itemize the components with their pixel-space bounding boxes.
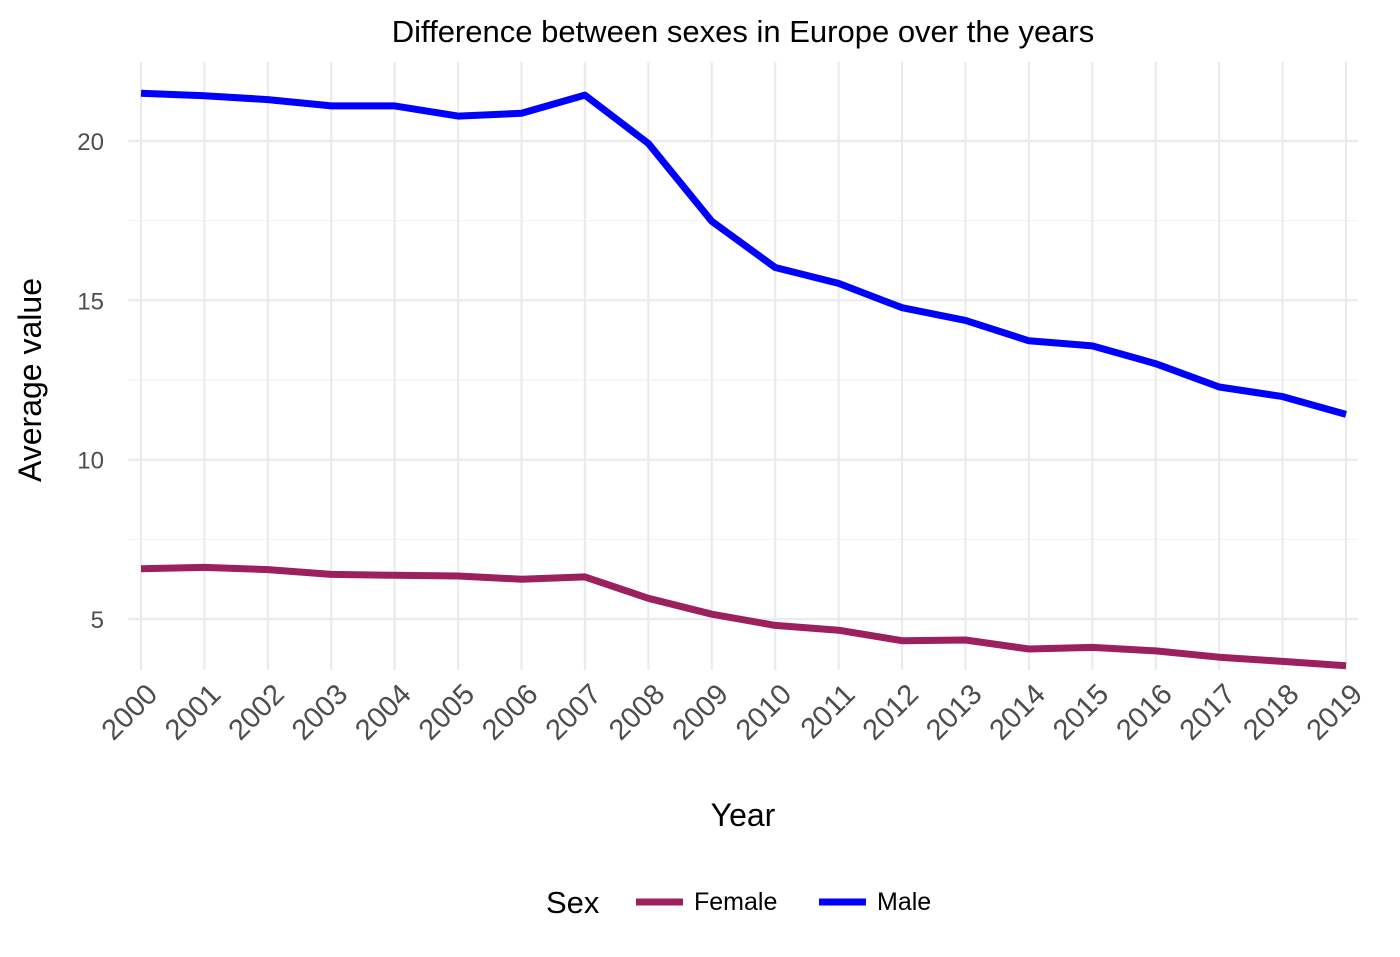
legend-title: Sex [546, 885, 600, 920]
x-axis-tick-labels: 2000200120022003200420052006200720082009… [96, 678, 1369, 746]
x-axis-title: Year [711, 797, 776, 833]
x-tick-label: 2010 [730, 678, 798, 746]
x-tick-label: 2008 [603, 678, 671, 746]
x-tick-label: 2018 [1237, 678, 1305, 746]
x-tick-label: 2003 [286, 678, 354, 746]
x-tick-label: 2006 [476, 678, 544, 746]
legend: Sex Female Male [546, 885, 931, 920]
x-tick-label: 2013 [920, 678, 988, 746]
y-axis-title: Average value [12, 278, 48, 482]
y-tick-label: 15 [77, 288, 104, 315]
y-axis-tick-labels: 5 10 15 20 [77, 129, 104, 634]
x-tick-label: 2014 [984, 678, 1052, 746]
x-tick-label: 2016 [1110, 678, 1178, 746]
grid-lines [128, 62, 1358, 670]
series-line-male [140, 89, 1347, 418]
x-tick-label: 2012 [857, 678, 925, 746]
y-tick-label: 5 [91, 607, 104, 634]
y-tick-label: 10 [77, 448, 104, 475]
series-lines [140, 89, 1347, 670]
legend-label-male: Male [877, 888, 931, 916]
x-tick-label: 2015 [1047, 678, 1115, 746]
x-tick-label: 2000 [96, 678, 164, 746]
y-tick-label: 20 [77, 129, 104, 156]
x-tick-label: 2009 [666, 678, 734, 746]
x-tick-label: 2017 [1174, 678, 1242, 746]
series-line-female [140, 563, 1347, 670]
x-tick-label: 2001 [159, 678, 227, 746]
x-tick-label: 2004 [349, 678, 417, 746]
x-tick-label: 2019 [1301, 678, 1369, 746]
chart-title: Difference between sexes in Europe over … [392, 14, 1095, 49]
x-tick-label: 2007 [540, 678, 608, 746]
x-tick-label: 2005 [413, 678, 481, 746]
legend-label-female: Female [694, 888, 777, 916]
x-tick-label: 2002 [223, 678, 291, 746]
x-tick-label: 2011 [795, 678, 862, 745]
